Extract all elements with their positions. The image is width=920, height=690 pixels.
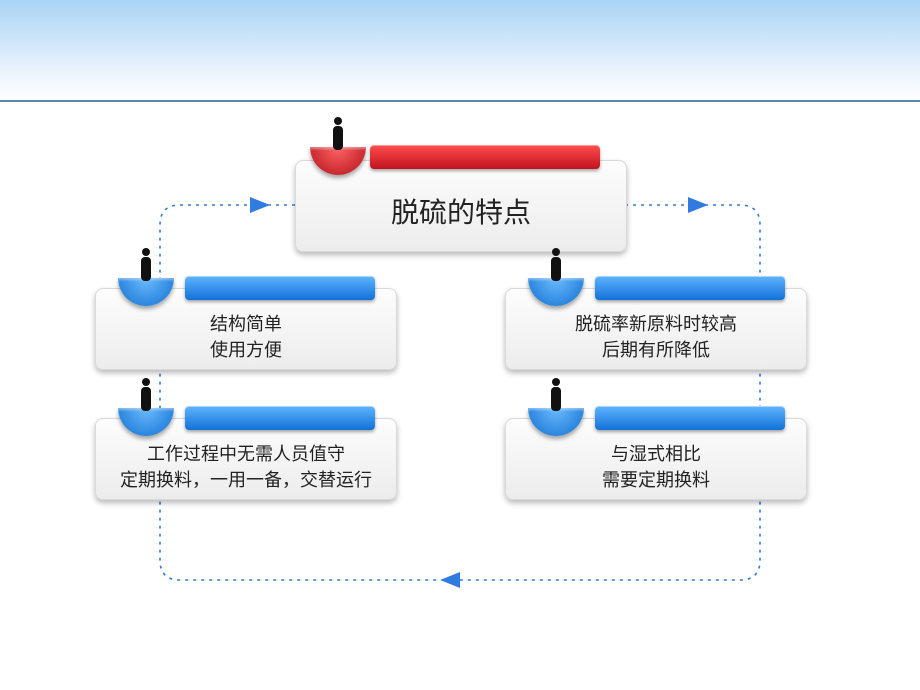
- node-4-text: 与湿式相比 需要定期换料: [506, 441, 806, 493]
- flow-path-right: [460, 205, 760, 580]
- node-2-bar: [595, 276, 785, 300]
- node-3-bar: [185, 406, 375, 430]
- node-2-text: 脱硫率新原料时较高 后期有所降低: [506, 311, 806, 363]
- person-icon: [549, 248, 563, 282]
- flow-path-left: [160, 205, 440, 580]
- header-gradient: [0, 0, 920, 100]
- person-icon: [549, 378, 563, 412]
- node-1-text: 结构简单 使用方便: [96, 311, 396, 363]
- person-icon: [139, 248, 153, 282]
- node-1-bar: [185, 276, 375, 300]
- person-icon: [331, 117, 345, 151]
- title-text: 脱硫的特点: [296, 191, 626, 231]
- node-4-bar: [595, 406, 785, 430]
- person-icon: [139, 378, 153, 412]
- arrow-head-right: [688, 197, 708, 213]
- header-rule: [0, 100, 920, 102]
- arrow-head-bottom: [440, 572, 460, 588]
- node-3-text: 工作过程中无需人员值守 定期换料，一用一备，交替运行: [96, 441, 396, 493]
- slide: 脱硫的特点 结构简单 使用方便 脱硫率新原料时较高 后期有所降低 工作过程中无需…: [0, 0, 920, 690]
- arrow-head-left: [250, 197, 270, 213]
- title-bar: [370, 145, 600, 169]
